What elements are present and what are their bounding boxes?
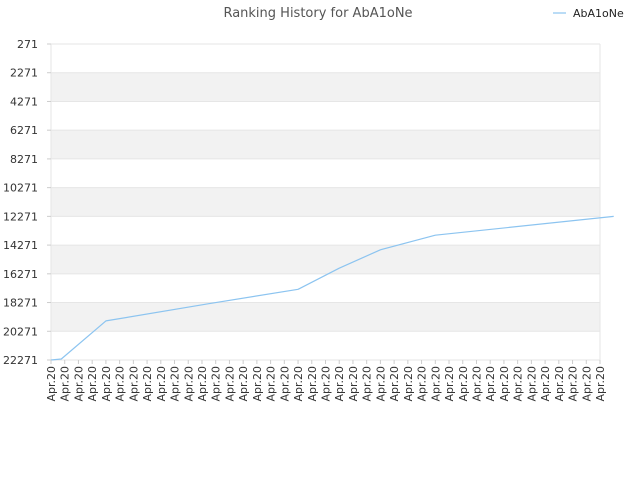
- x-tick-label: Apr.20: [594, 366, 607, 402]
- x-tick-label: Apr.20: [470, 366, 483, 402]
- x-tick-label: Apr.20: [210, 366, 223, 402]
- x-tick-label: Apr.20: [59, 366, 72, 402]
- grid-layer: [50, 43, 601, 361]
- x-tick-label: Apr.20: [567, 366, 580, 402]
- series-layer: [50, 215, 614, 361]
- x-tick-label: Apr.20: [498, 366, 511, 402]
- y-tick-label: 12271: [3, 210, 38, 223]
- x-tick-label: Apr.20: [443, 366, 456, 402]
- x-tick-label: Apr.20: [306, 366, 319, 402]
- x-tick-label: Apr.20: [237, 366, 250, 402]
- y-tick-label: 8271: [10, 153, 38, 166]
- x-tick-label: Apr.20: [457, 366, 470, 402]
- y-tick-label: 16271: [3, 268, 38, 281]
- x-tick-label: Apr.20: [402, 366, 415, 402]
- x-tick-label: Apr.20: [525, 366, 538, 402]
- grid-band: [51, 130, 600, 159]
- x-tick-label: Apr.20: [182, 366, 195, 402]
- y-axis: 271 2271 4271 6271 8271 10271 12271 14271 16271 1…: [3, 38, 51, 367]
- x-tick-label: Apr.20: [539, 366, 552, 402]
- x-tick-label: Apr.20: [553, 366, 566, 402]
- y-tick-label: 2271: [10, 67, 38, 80]
- x-tick-label: Apr.20: [320, 366, 333, 402]
- legend: AbA1oNe: [553, 7, 624, 20]
- x-tick-label: Apr.20: [223, 366, 236, 402]
- x-tick-label: Apr.20: [333, 366, 346, 402]
- y-tick-label: 20271: [3, 325, 38, 338]
- y-tick-label: 22271: [3, 354, 38, 367]
- x-tick-label: Apr.20: [361, 366, 374, 402]
- x-tick-label: Apr.20: [251, 366, 264, 402]
- x-tick-label: Apr.20: [388, 366, 401, 402]
- x-tick-label: Apr.20: [429, 366, 442, 402]
- x-tick-label: Apr.20: [292, 366, 305, 402]
- chart-title: Ranking History for AbA1oNe: [223, 6, 412, 21]
- y-tick-label: 10271: [3, 182, 38, 195]
- x-tick-label: Apr.20: [512, 366, 525, 402]
- x-tick-label: Apr.20: [100, 366, 113, 402]
- x-tick-label: Apr.20: [127, 366, 140, 402]
- y-tick-label: 4271: [10, 95, 38, 108]
- y-tick-label: 14271: [3, 239, 38, 252]
- x-tick-label: Apr.20: [416, 366, 429, 402]
- x-tick-label: Apr.20: [265, 366, 278, 402]
- x-tick-label: Apr.20: [141, 366, 154, 402]
- x-tick-label: Apr.20: [484, 366, 497, 402]
- x-tick-label: Apr.20: [374, 366, 387, 402]
- grid-band: [51, 72, 600, 102]
- legend-label: AbA1oNe: [573, 7, 624, 20]
- x-axis: Apr.20 Apr.20 Apr.20 Apr.20 Apr.20 Apr.20 Apr.…: [45, 360, 607, 402]
- grid-band: [51, 187, 600, 217]
- series-line: [50, 215, 614, 361]
- x-tick-label: Apr.20: [72, 366, 85, 402]
- x-tick-label: Apr.20: [347, 366, 360, 402]
- grid-band: [51, 302, 600, 332]
- x-tick-label: Apr.20: [114, 366, 127, 402]
- x-tick-label: Apr.20: [155, 366, 168, 402]
- grid-band: [51, 245, 600, 274]
- y-tick-label: 271: [17, 38, 38, 51]
- x-tick-label: Apr.20: [169, 366, 182, 402]
- x-tick-label: Apr.20: [196, 366, 209, 402]
- y-tick-label: 6271: [10, 124, 38, 137]
- x-tick-label: Apr.20: [45, 366, 58, 402]
- x-tick-label: Apr.20: [278, 366, 291, 402]
- y-tick-label: 18271: [3, 297, 38, 310]
- x-tick-label: Apr.20: [580, 366, 593, 402]
- x-tick-label: Apr.20: [86, 366, 99, 402]
